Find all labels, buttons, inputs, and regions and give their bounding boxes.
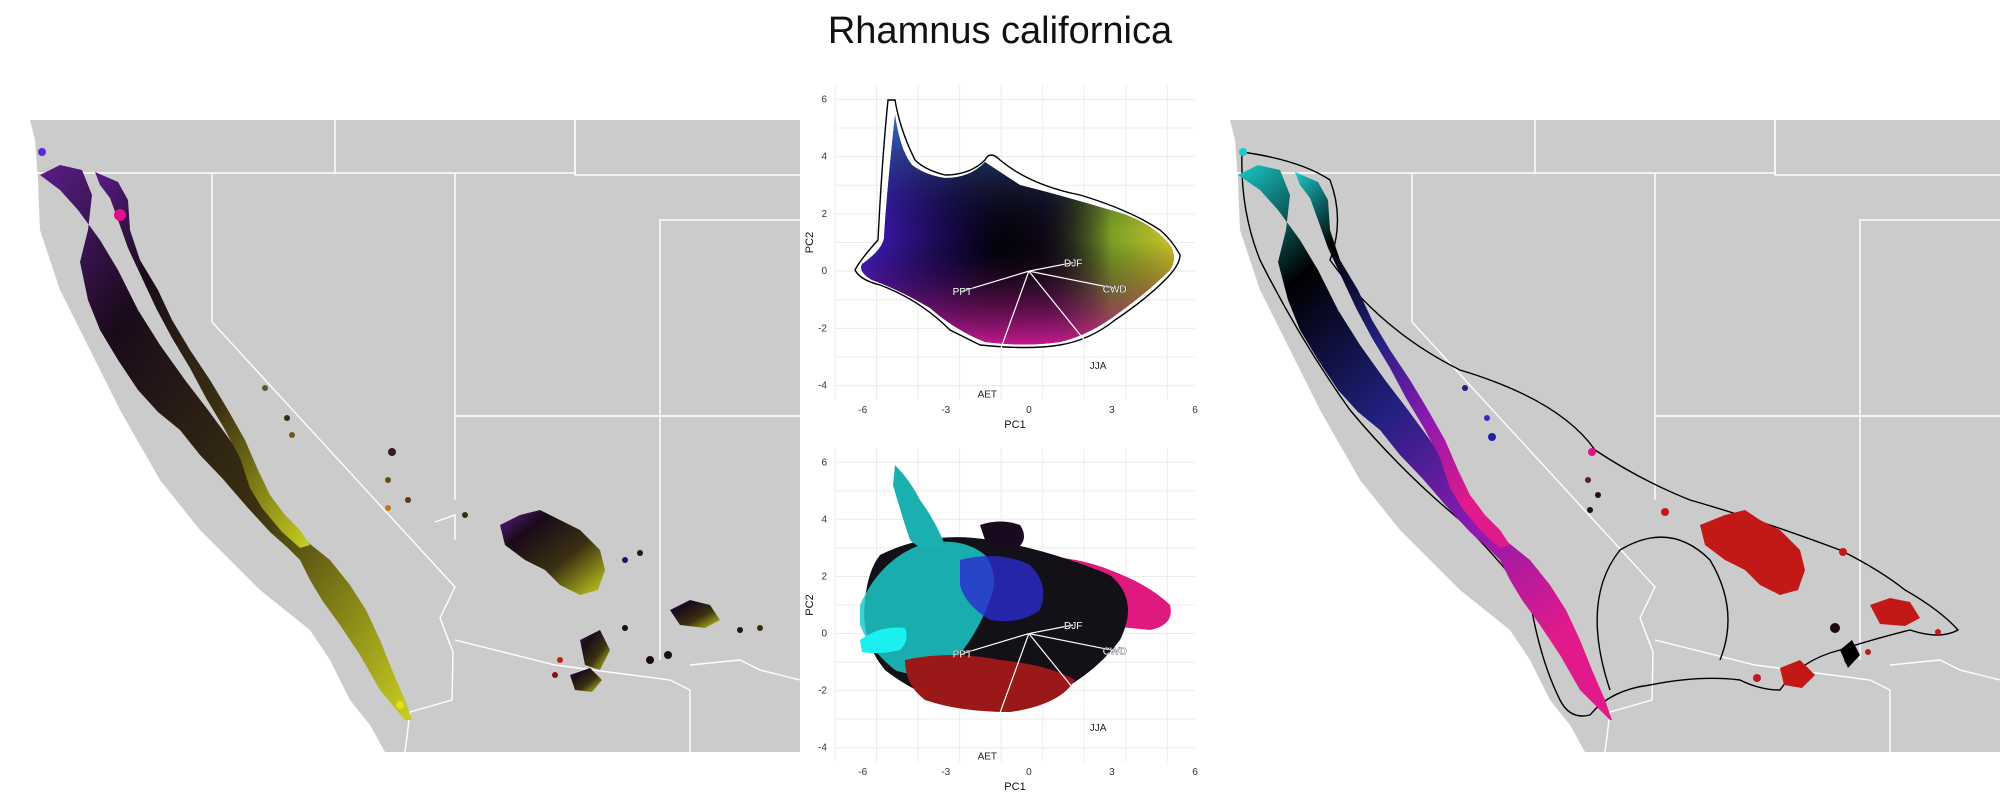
pca-bottom-cloud-blue [960, 556, 1044, 622]
pca-loading-label-cwd: CWD [1103, 647, 1127, 658]
right-map [1230, 120, 2000, 753]
pca-bottom-loadings: DJF CWD PPT JJA AET [952, 621, 1127, 763]
right-map-other-occurrences [1239, 148, 1860, 668]
pca-loading-label-ppt: PPT [953, 650, 972, 661]
pca-bottom-cloud-teal-plume [893, 465, 945, 549]
pca-y-tick-label: -4 [818, 381, 827, 392]
right-map-range [1238, 165, 1612, 720]
pca-y-tick-label: 2 [821, 209, 827, 220]
pca-x-tick-label: 3 [1109, 767, 1115, 778]
pca-loading-label-aet: AET [978, 390, 997, 401]
pca-loading-label-cwd: CWD [1103, 284, 1127, 295]
pca-y-tick-label: 4 [821, 152, 827, 163]
pca-y-tick-label: 6 [821, 94, 827, 105]
pca-loading-arrow-djf [1028, 261, 1074, 272]
pca-loading-arrow-jja [1028, 270, 1099, 358]
pca-panel-bottom: DJF CWD PPT JJA AET -6 -3 0 3 6 -4 -2 0 2 4 6 PC1 PC2 [804, 448, 1198, 793]
pca-loading-label-jja: JJA [1090, 723, 1107, 734]
pca-bottom-cloud-cyan-left [860, 627, 907, 654]
pca-loading-arrow-aet [986, 633, 1030, 748]
page-title: Rhamnus californica [827, 10, 1173, 52]
pca-bottom-axes: -6 -3 0 3 6 -4 -2 0 2 4 6 PC1 PC2 [804, 457, 1198, 793]
pca-x-tick-label: 6 [1192, 767, 1198, 778]
pca-bottom-cloud-dark-top [980, 521, 1024, 550]
left-map-range [40, 165, 720, 720]
pca-y-tick-label: 2 [821, 571, 827, 582]
pca-top-loadings: DJF CWD PPT JJA AET [952, 258, 1127, 401]
pca-loading-arrow-ppt [962, 270, 1030, 292]
pca-y-axis-label: PC2 [804, 232, 816, 253]
pca-loading-arrow-cwd [1028, 632, 1115, 652]
pca-y-tick-label: -2 [818, 323, 827, 334]
pca-top-axes: -6 -3 0 3 6 -4 -2 0 2 4 6 PC1 PC2 [804, 94, 1198, 431]
pca-x-tick-label: -6 [858, 767, 867, 778]
pca-x-tick-label: -3 [941, 405, 950, 416]
left-map-occurrences [38, 148, 763, 709]
pca-panel-top: DJF CWD PPT JJA AET -6 -3 0 3 6 -4 -2 0 2 4 6 PC1 PC2 [804, 85, 1198, 431]
pca-loading-arrow-ppt [962, 632, 1030, 655]
pca-loading-label-djf: DJF [1064, 621, 1082, 632]
pca-x-tick-label: -6 [858, 405, 867, 416]
pca-y-tick-label: 4 [821, 514, 827, 525]
pca-bottom-points [860, 465, 1171, 712]
pca-loading-arrow-cwd [1028, 270, 1115, 289]
pca-loading-arrow-jja [1028, 633, 1099, 720]
pca-bottom-cloud-red [905, 655, 1075, 712]
pca-y-tick-label: -2 [818, 686, 827, 697]
pca-x-axis-label: PC1 [1004, 419, 1025, 431]
pca-x-tick-label: 6 [1192, 405, 1198, 416]
left-map-ocean-cutout [30, 120, 385, 752]
pca-y-tick-label: 6 [821, 457, 827, 468]
pca-loading-label-djf: DJF [1064, 259, 1082, 270]
pca-loading-label-jja: JJA [1090, 361, 1107, 372]
pca-top-hull [854, 99, 1181, 349]
pca-x-tick-label: 0 [1026, 405, 1032, 416]
pca-x-axis-label: PC1 [1004, 781, 1025, 793]
pca-loading-arrow-aet [986, 270, 1030, 386]
pca-y-tick-label: -4 [818, 743, 827, 754]
left-map-state-borders [30, 120, 801, 753]
pca-y-tick-label: 0 [821, 629, 827, 640]
pca-loading-label-aet: AET [978, 752, 997, 763]
pca-loading-label-ppt: PPT [953, 287, 972, 298]
right-map-ocean-cutout [1230, 120, 1585, 752]
pca-x-tick-label: -3 [941, 767, 950, 778]
pca-loading-arrow-djf [1028, 624, 1074, 635]
pca-y-axis-label: PC2 [804, 594, 816, 615]
pca-x-tick-label: 3 [1109, 405, 1115, 416]
pca-x-tick-label: 0 [1026, 767, 1032, 778]
left-map [30, 120, 801, 753]
pca-y-tick-label: 0 [821, 266, 827, 277]
